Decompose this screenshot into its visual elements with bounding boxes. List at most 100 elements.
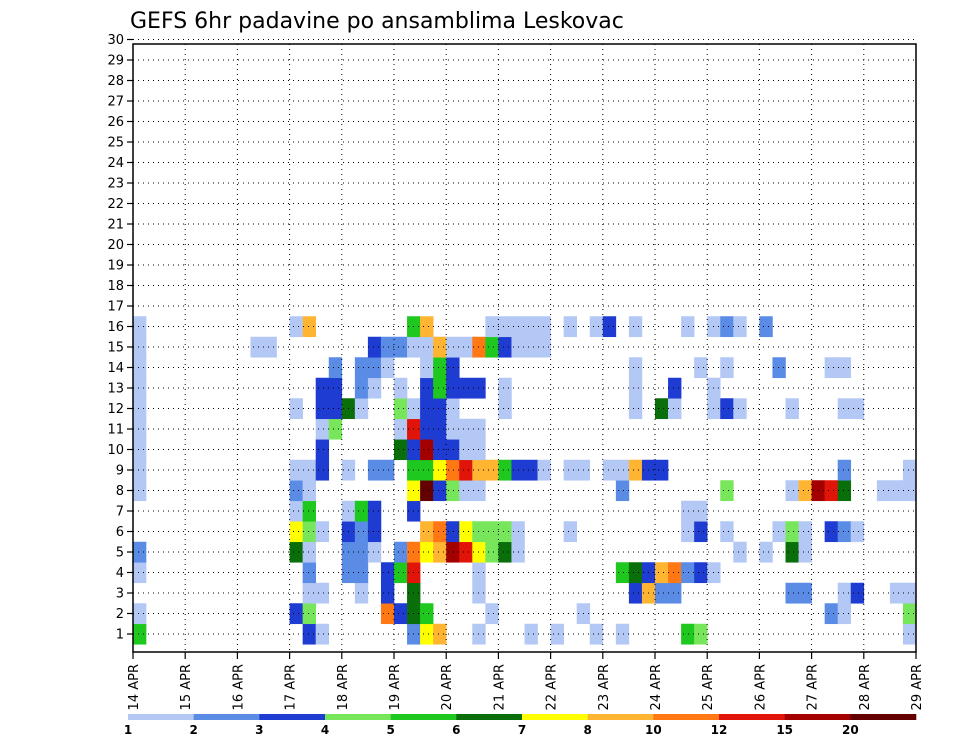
heatmap-cell <box>902 603 917 625</box>
heatmap-cell <box>380 562 395 584</box>
heatmap-cell <box>315 521 330 543</box>
heatmap-cell <box>446 398 460 420</box>
heatmap-cell <box>615 459 630 481</box>
heatmap-cell <box>733 398 747 420</box>
heatmap-cell <box>485 316 499 338</box>
chart-title: GEFS 6hr padavine po ansamblima Leskovac <box>130 9 624 34</box>
heatmap-cell <box>133 316 147 338</box>
heatmap-cell <box>446 377 460 399</box>
heatmap-cell <box>694 521 708 543</box>
heatmap-cell <box>798 480 812 502</box>
heatmap-cell <box>289 521 303 543</box>
heatmap-cell <box>302 603 316 625</box>
heatmap-cell <box>394 439 408 461</box>
colorbar-swatch <box>325 714 391 720</box>
heatmap-cell <box>289 500 303 522</box>
heatmap-cell <box>902 623 917 645</box>
heatmap-cell <box>772 357 786 379</box>
colorbar-label: 20 <box>842 723 859 737</box>
heatmap-cell <box>681 521 695 543</box>
heatmap-cell <box>394 603 408 625</box>
heatmap-cell <box>446 357 460 379</box>
heatmap-cell <box>837 603 852 625</box>
y-tick-label: 29 <box>107 54 124 69</box>
heatmap-cell <box>837 521 852 543</box>
heatmap-cell <box>459 459 473 481</box>
heatmap-cell <box>354 521 369 543</box>
heatmap-cell <box>328 357 343 379</box>
heatmap-cell <box>694 562 708 584</box>
heatmap-cell <box>589 316 604 338</box>
heatmap-cell <box>446 521 460 543</box>
heatmap-cell <box>759 541 773 563</box>
heatmap-cell <box>420 521 434 543</box>
heatmap-cell <box>315 459 330 481</box>
y-tick-label: 9 <box>116 464 124 479</box>
heatmap-cell <box>133 398 147 420</box>
colorbar-swatch <box>653 714 720 720</box>
heatmap-cell <box>420 541 434 563</box>
heatmap-cell <box>628 316 643 338</box>
heatmap-cell <box>485 521 499 543</box>
x-tick-label: 23 APR <box>597 664 612 710</box>
heatmap-cell <box>289 316 303 338</box>
heatmap-cell <box>824 521 838 543</box>
heatmap-cell <box>315 398 330 420</box>
colorbar-swatch <box>193 714 260 720</box>
heatmap-cell <box>420 603 434 625</box>
x-tick-label: 27 APR <box>806 664 821 710</box>
x-axis: 14 APR 15 APR 16 APR 17 APR 18 APR 19 APR 20 A… <box>127 652 925 710</box>
heatmap-cell <box>354 357 369 379</box>
heatmap-cell <box>433 398 447 420</box>
heatmap-cell <box>681 562 695 584</box>
heatmap-cell <box>380 603 395 625</box>
heatmap-cell <box>824 603 838 625</box>
heatmap-cell <box>524 336 538 358</box>
colorbar-label: 3 <box>255 723 263 737</box>
heatmap-cell <box>498 541 512 563</box>
heatmap-cell <box>589 623 604 645</box>
heatmap-cell <box>446 541 460 563</box>
heatmap-cell <box>694 623 708 645</box>
heatmap-cell <box>837 398 852 420</box>
heatmap-cell <box>433 459 447 481</box>
x-tick-label: 25 APR <box>701 664 716 710</box>
heatmap-cell <box>380 336 395 358</box>
colorbar-label: 12 <box>711 723 728 737</box>
heatmap-cell <box>485 336 499 358</box>
y-tick-label: 30 <box>107 33 124 48</box>
y-tick-label: 23 <box>107 177 124 192</box>
heatmap-cell <box>694 500 708 522</box>
heatmap-cell <box>459 480 473 502</box>
heatmap-cell <box>628 562 643 584</box>
heatmap-cell <box>394 418 408 440</box>
heatmap-cell <box>902 480 917 502</box>
heatmap-cell <box>367 336 382 358</box>
heatmap-cell <box>785 398 799 420</box>
heatmap-cell <box>354 398 369 420</box>
colorbar-label: 2 <box>189 723 197 737</box>
y-tick-label: 7 <box>116 505 124 520</box>
y-tick-label: 21 <box>107 218 124 233</box>
heatmap-cell <box>889 480 904 502</box>
colorbar-swatch <box>456 714 523 720</box>
heatmap-cell <box>459 439 473 461</box>
heatmap-cell <box>367 541 382 563</box>
heatmap-cell <box>772 521 786 543</box>
heatmap-cell <box>380 582 395 604</box>
heatmap-cell <box>655 398 669 420</box>
heatmap-cell <box>289 603 303 625</box>
heatmap-cell <box>850 521 865 543</box>
heatmap-cell <box>837 582 852 604</box>
x-tick-label: 24 APR <box>649 664 664 710</box>
heatmap-cell <box>354 582 369 604</box>
heatmap-cell <box>850 398 865 420</box>
heatmap-cell <box>798 521 812 543</box>
y-tick-label: 13 <box>107 382 124 397</box>
y-tick-label: 15 <box>107 341 124 356</box>
colorbar-swatch <box>390 714 457 720</box>
heatmap-cell <box>354 500 369 522</box>
heatmap-cell <box>315 418 330 440</box>
heatmap-cell <box>446 459 460 481</box>
heatmap-cell <box>902 582 917 604</box>
